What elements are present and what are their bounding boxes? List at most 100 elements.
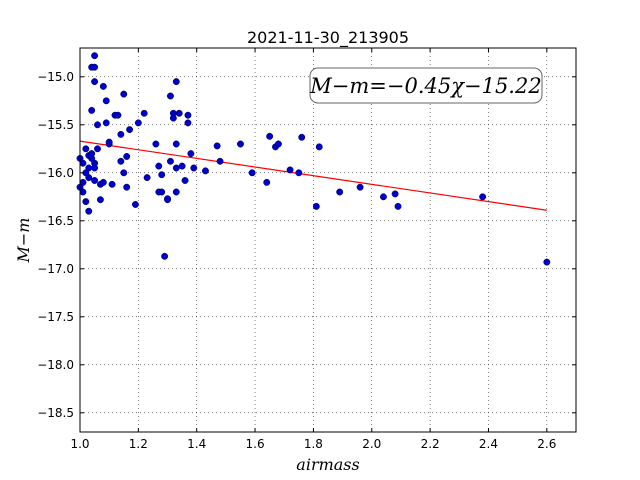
data-point bbox=[169, 114, 177, 122]
data-point bbox=[178, 162, 186, 170]
data-point bbox=[379, 193, 387, 201]
data-point bbox=[184, 119, 192, 127]
data-point bbox=[91, 63, 99, 71]
data-point bbox=[91, 164, 99, 172]
data-point bbox=[140, 109, 148, 117]
data-point bbox=[96, 196, 104, 204]
data-point bbox=[123, 153, 131, 160]
data-point bbox=[263, 178, 271, 186]
x-tick-label: 1.8 bbox=[304, 437, 323, 451]
data-point bbox=[181, 177, 189, 184]
x-tick-label: 2.0 bbox=[362, 437, 381, 451]
data-point bbox=[85, 207, 93, 215]
data-point bbox=[102, 97, 110, 105]
data-point bbox=[394, 202, 402, 210]
x-tick-label: 1.4 bbox=[187, 437, 206, 451]
data-point bbox=[85, 164, 93, 172]
data-point bbox=[155, 162, 163, 170]
data-point bbox=[123, 183, 131, 191]
data-point bbox=[286, 166, 294, 174]
data-point bbox=[79, 178, 87, 186]
data-point bbox=[134, 119, 142, 127]
data-point bbox=[152, 140, 160, 148]
data-point bbox=[172, 140, 180, 148]
data-point bbox=[94, 145, 101, 153]
data-point bbox=[120, 90, 128, 98]
x-tick-label: 1.0 bbox=[70, 437, 89, 451]
data-point bbox=[161, 252, 169, 260]
data-point bbox=[391, 190, 399, 198]
x-axis-label: airmass bbox=[296, 455, 359, 474]
data-point bbox=[315, 143, 323, 151]
data-point bbox=[105, 138, 113, 146]
data-point bbox=[295, 169, 303, 177]
data-point bbox=[248, 169, 256, 177]
plot-frame bbox=[79, 47, 577, 433]
data-point bbox=[114, 111, 122, 119]
y-axis-ticks: −15.0 −15.5 −16.0 −16.5 −17.0 −17.5 −18.0 −18.5 bbox=[37, 70, 576, 420]
y-tick-label: −17.5 bbox=[37, 310, 74, 324]
data-point bbox=[158, 188, 166, 196]
data-point bbox=[274, 140, 282, 148]
data-point bbox=[164, 195, 171, 203]
data-point bbox=[91, 177, 99, 184]
data-point bbox=[166, 157, 174, 165]
fit-line bbox=[79, 140, 547, 211]
data-point bbox=[202, 167, 209, 175]
data-point bbox=[175, 109, 183, 117]
data-point bbox=[85, 174, 93, 182]
annotation-box bbox=[309, 67, 543, 104]
y-tick-label: −16.5 bbox=[37, 214, 74, 228]
data-point bbox=[91, 78, 99, 86]
x-tick-label: 2.4 bbox=[479, 437, 498, 451]
x-axis-ticks: 1.0 1.2 1.4 1.6 1.8 2.0 2.2 2.4 2.6 bbox=[70, 48, 556, 451]
x-tick-label: 1.6 bbox=[246, 437, 265, 451]
data-point bbox=[131, 201, 139, 208]
data-point bbox=[266, 132, 274, 140]
x-tick-label: 1.2 bbox=[129, 437, 148, 451]
data-point bbox=[102, 119, 110, 127]
data-point bbox=[143, 174, 151, 182]
data-point bbox=[126, 126, 134, 134]
data-point bbox=[172, 188, 180, 196]
y-tick-label: −18.0 bbox=[37, 358, 74, 372]
data-point bbox=[82, 145, 90, 153]
data-point bbox=[312, 202, 320, 210]
x-tick-label: 2.2 bbox=[421, 437, 440, 451]
data-point bbox=[172, 78, 180, 86]
data-point bbox=[543, 258, 551, 266]
data-point bbox=[94, 121, 101, 129]
data-point bbox=[108, 180, 116, 188]
data-points bbox=[76, 52, 551, 266]
y-tick-label: −17.0 bbox=[37, 262, 74, 276]
y-tick-label: −15.0 bbox=[37, 70, 74, 84]
data-point bbox=[117, 157, 125, 165]
grid-lines bbox=[79, 48, 576, 432]
data-point bbox=[166, 92, 174, 100]
data-point bbox=[158, 171, 166, 179]
data-point bbox=[184, 111, 192, 119]
data-point bbox=[336, 188, 344, 196]
data-point bbox=[99, 82, 107, 90]
data-point bbox=[216, 157, 224, 165]
data-point bbox=[117, 130, 125, 138]
data-point bbox=[88, 106, 96, 114]
data-point bbox=[99, 178, 107, 186]
y-axis-label: M−m bbox=[14, 218, 33, 264]
data-point bbox=[479, 193, 487, 201]
data-point bbox=[91, 52, 99, 60]
data-point bbox=[187, 150, 195, 158]
fit-equation-annotation: M−m=−0.45χ−15.22 bbox=[309, 74, 541, 98]
data-point bbox=[213, 142, 221, 150]
y-tick-label: −16.0 bbox=[37, 166, 74, 180]
data-point bbox=[298, 133, 306, 141]
y-tick-label: −15.5 bbox=[37, 118, 74, 132]
data-point bbox=[237, 140, 244, 148]
data-point bbox=[356, 183, 364, 191]
y-tick-label: −18.5 bbox=[37, 406, 74, 420]
data-point bbox=[172, 164, 180, 172]
x-tick-label: 2.6 bbox=[537, 437, 556, 451]
chart-title: 2021-11-30_213905 bbox=[247, 28, 409, 48]
data-point bbox=[79, 159, 87, 167]
